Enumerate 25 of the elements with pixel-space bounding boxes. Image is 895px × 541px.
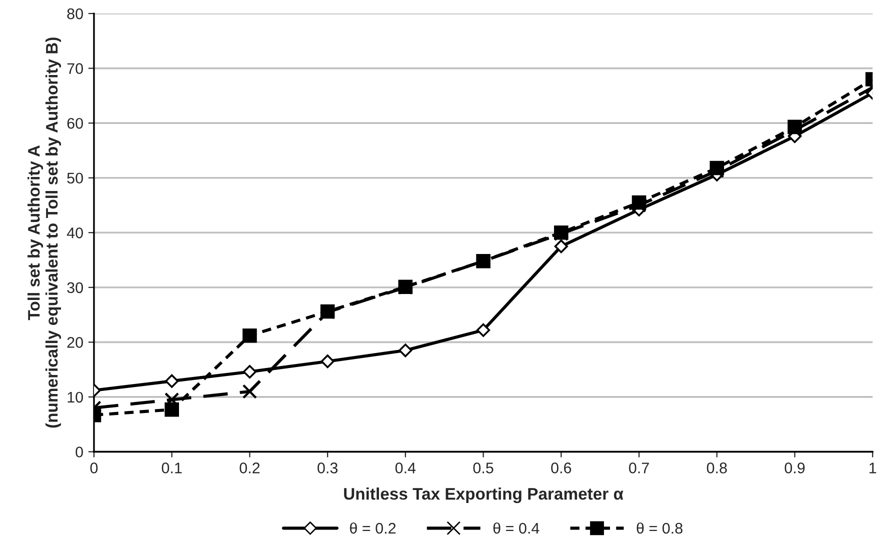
x-tick-label: 0 <box>90 462 98 474</box>
legend-label: θ = 0.8 <box>636 522 682 534</box>
y-tick-label: 10 <box>68 392 83 403</box>
y-tick-label: 50 <box>67 172 83 184</box>
x-tick-label: 0.4 <box>395 462 416 474</box>
x-tick-label: 0.3 <box>318 462 338 474</box>
y-tick-label: 60 <box>67 118 83 129</box>
x-tick-label: 0.5 <box>473 462 494 474</box>
x-tick-label: 1 <box>870 462 876 474</box>
x-tick-label: 0.7 <box>629 462 649 474</box>
y-tick-label: 80 <box>67 8 83 20</box>
legend-label: θ = 0.2 <box>350 522 396 534</box>
x-axis-title: Unitless Tax Exporting Parameter α <box>344 488 624 504</box>
x-tick-label: 0.6 <box>551 462 572 474</box>
x-tick-label: 0.9 <box>784 462 805 474</box>
y-tick-label: 20 <box>67 337 83 348</box>
y-tick-label: 30 <box>67 282 83 294</box>
x-tick-label: 0.1 <box>162 462 182 474</box>
legend-label: θ = 0.4 <box>493 522 540 534</box>
y-tick-label: 40 <box>66 228 83 238</box>
y-axis-title: Toll set by Authority A (numerically equivalent to Toll set by Authority B) <box>28 38 62 428</box>
x-tick-label: 0.8 <box>706 462 727 474</box>
y-tick-label: 0 <box>76 446 83 458</box>
y-tick-label: 70 <box>67 63 83 74</box>
x-tick-label: 0.2 <box>240 462 260 474</box>
